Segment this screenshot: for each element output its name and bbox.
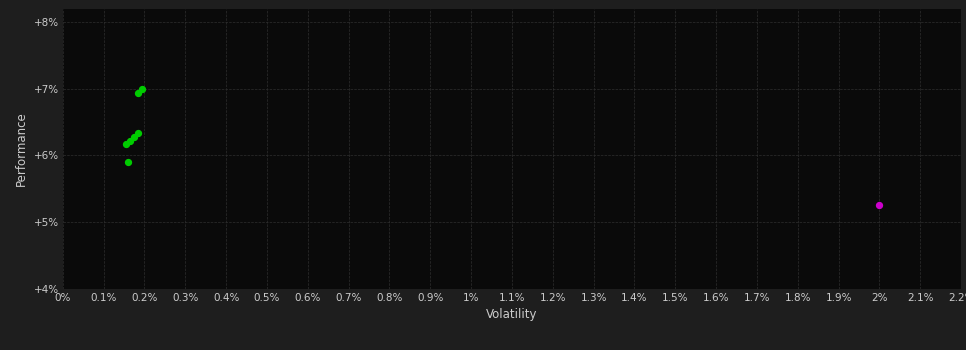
X-axis label: Volatility: Volatility	[486, 308, 538, 321]
Point	[134, 86, 150, 92]
Point	[121, 159, 136, 165]
Point	[871, 203, 887, 208]
Point	[130, 131, 146, 136]
Point	[130, 91, 146, 96]
Point	[127, 134, 142, 140]
Y-axis label: Performance: Performance	[14, 111, 28, 186]
Point	[123, 138, 138, 144]
Point	[119, 141, 134, 147]
